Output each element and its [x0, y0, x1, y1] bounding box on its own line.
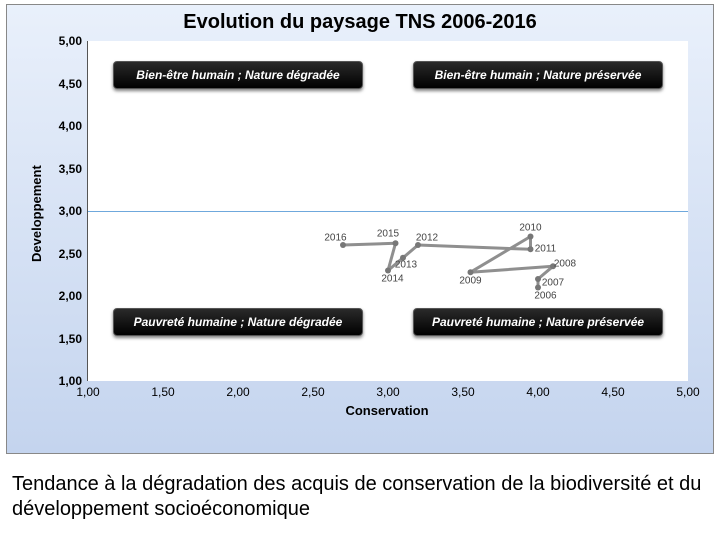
data-label: 2009	[459, 275, 481, 286]
y-tick: 3,50	[59, 162, 88, 176]
y-tick: 2,50	[59, 247, 88, 261]
quadrant-label: Pauvreté humaine ; Nature dégradée	[113, 308, 363, 336]
y-axis-label: Developpement	[29, 165, 44, 262]
data-label: 2014	[381, 274, 403, 285]
y-tick: 4,50	[59, 77, 88, 91]
x-tick: 3,00	[376, 381, 399, 399]
data-marker	[393, 240, 399, 246]
data-label: 2006	[534, 291, 556, 302]
quadrant-label: Pauvreté humaine ; Nature préservée	[413, 308, 663, 336]
quadrant-label: Bien-être humain ; Nature préservée	[413, 61, 663, 89]
y-tick: 3,00	[59, 204, 88, 218]
x-axis-label: Conservation	[87, 403, 687, 418]
trajectory-line	[343, 237, 553, 288]
x-tick: 4,00	[526, 381, 549, 399]
caption-text: Tendance à la dégradation des acquis de …	[6, 462, 720, 522]
x-tick: 5,00	[676, 381, 699, 399]
data-marker	[528, 246, 534, 252]
y-tick: 4,00	[59, 119, 88, 133]
data-label: 2007	[542, 278, 564, 289]
data-label: 2008	[554, 258, 576, 269]
data-label: 2016	[324, 233, 346, 244]
x-tick: 2,50	[301, 381, 324, 399]
y-tick: 2,00	[59, 289, 88, 303]
x-tick: 1,00	[76, 381, 99, 399]
x-tick: 4,50	[601, 381, 624, 399]
chart-title: Evolution du paysage TNS 2006-2016	[7, 5, 713, 34]
data-label: 2015	[377, 228, 399, 239]
data-label: 2013	[395, 259, 417, 270]
y-tick: 5,00	[59, 34, 88, 48]
data-label: 2011	[535, 244, 557, 255]
data-marker	[528, 234, 534, 240]
chart-container: Evolution du paysage TNS 2006-20161,001,…	[6, 4, 714, 454]
x-tick: 1,50	[151, 381, 174, 399]
data-label: 2012	[416, 233, 438, 244]
y-tick: 1,50	[59, 332, 88, 346]
x-tick: 3,50	[451, 381, 474, 399]
data-label: 2010	[519, 223, 541, 234]
data-marker	[535, 276, 541, 282]
quadrant-label: Bien-être humain ; Nature dégradée	[113, 61, 363, 89]
x-tick: 2,00	[226, 381, 249, 399]
plot-area: 1,001,502,002,503,003,504,004,505,001,00…	[87, 41, 688, 381]
